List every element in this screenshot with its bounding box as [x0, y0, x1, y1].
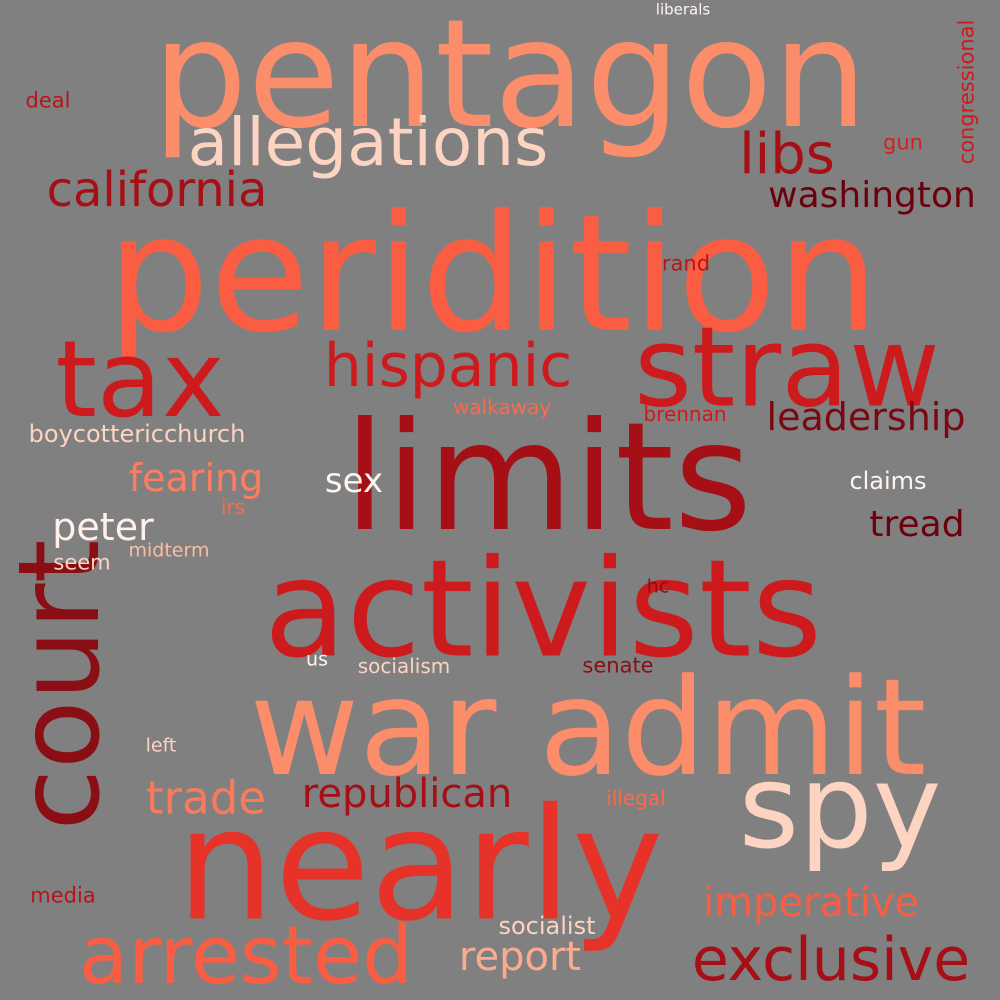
word-fearing: fearing — [128, 456, 264, 500]
word-libs: libs — [739, 122, 835, 187]
word-claims: claims — [849, 467, 927, 495]
word-limits: limits — [343, 391, 753, 565]
word-arrested: arrested — [79, 909, 413, 1000]
word-washington: washington — [768, 175, 976, 216]
word-boycottericchurch: boycottericchurch — [28, 420, 246, 448]
word-tax: tax — [55, 318, 225, 441]
word-rand: rand — [661, 251, 711, 276]
word-deal: deal — [25, 88, 71, 113]
word-walkaway: walkaway — [452, 395, 552, 419]
word-liberals: liberals — [655, 0, 711, 19]
word-spy: spy — [738, 740, 942, 875]
word-leadership: leadership — [766, 395, 966, 439]
word-gun: gun — [883, 130, 923, 155]
word-report: report — [458, 934, 582, 980]
word-nearly: nearly — [176, 774, 664, 956]
word-brennan: brennan — [643, 402, 727, 426]
word-senate: senate — [582, 653, 654, 678]
word-republican: republican — [301, 771, 513, 817]
word-court: court — [0, 539, 125, 831]
word-seem: seem — [53, 550, 111, 575]
word-sex: sex — [324, 461, 384, 501]
word-activists: activists — [263, 530, 823, 688]
word-allegations: allegations — [187, 104, 549, 181]
word-us: us — [306, 648, 328, 671]
word-socialism: socialism — [357, 654, 451, 678]
word-midterm: midterm — [128, 539, 210, 562]
word-illegal: illegal — [606, 786, 666, 810]
word-imperative: imperative — [702, 880, 920, 926]
word-left: left — [145, 734, 177, 757]
word-media: media — [30, 883, 96, 908]
word-peter: peter — [52, 505, 154, 549]
word-war-admit: war admit — [249, 650, 927, 806]
word-straw: straw — [634, 303, 940, 433]
word-socialist: socialist — [498, 912, 596, 940]
word-congressional: congressional — [954, 19, 979, 165]
word-exclusive: exclusive — [691, 925, 971, 995]
word-hc: hc — [646, 575, 670, 598]
word-trade: trade — [146, 771, 266, 825]
word-peridition: peridition — [106, 181, 880, 369]
word-hispanic: hispanic — [323, 331, 573, 401]
word-tread: tread — [869, 504, 965, 545]
word-irs: irs — [220, 495, 246, 519]
word-pentagon: pentagon — [152, 0, 868, 162]
word-california: california — [46, 162, 268, 218]
